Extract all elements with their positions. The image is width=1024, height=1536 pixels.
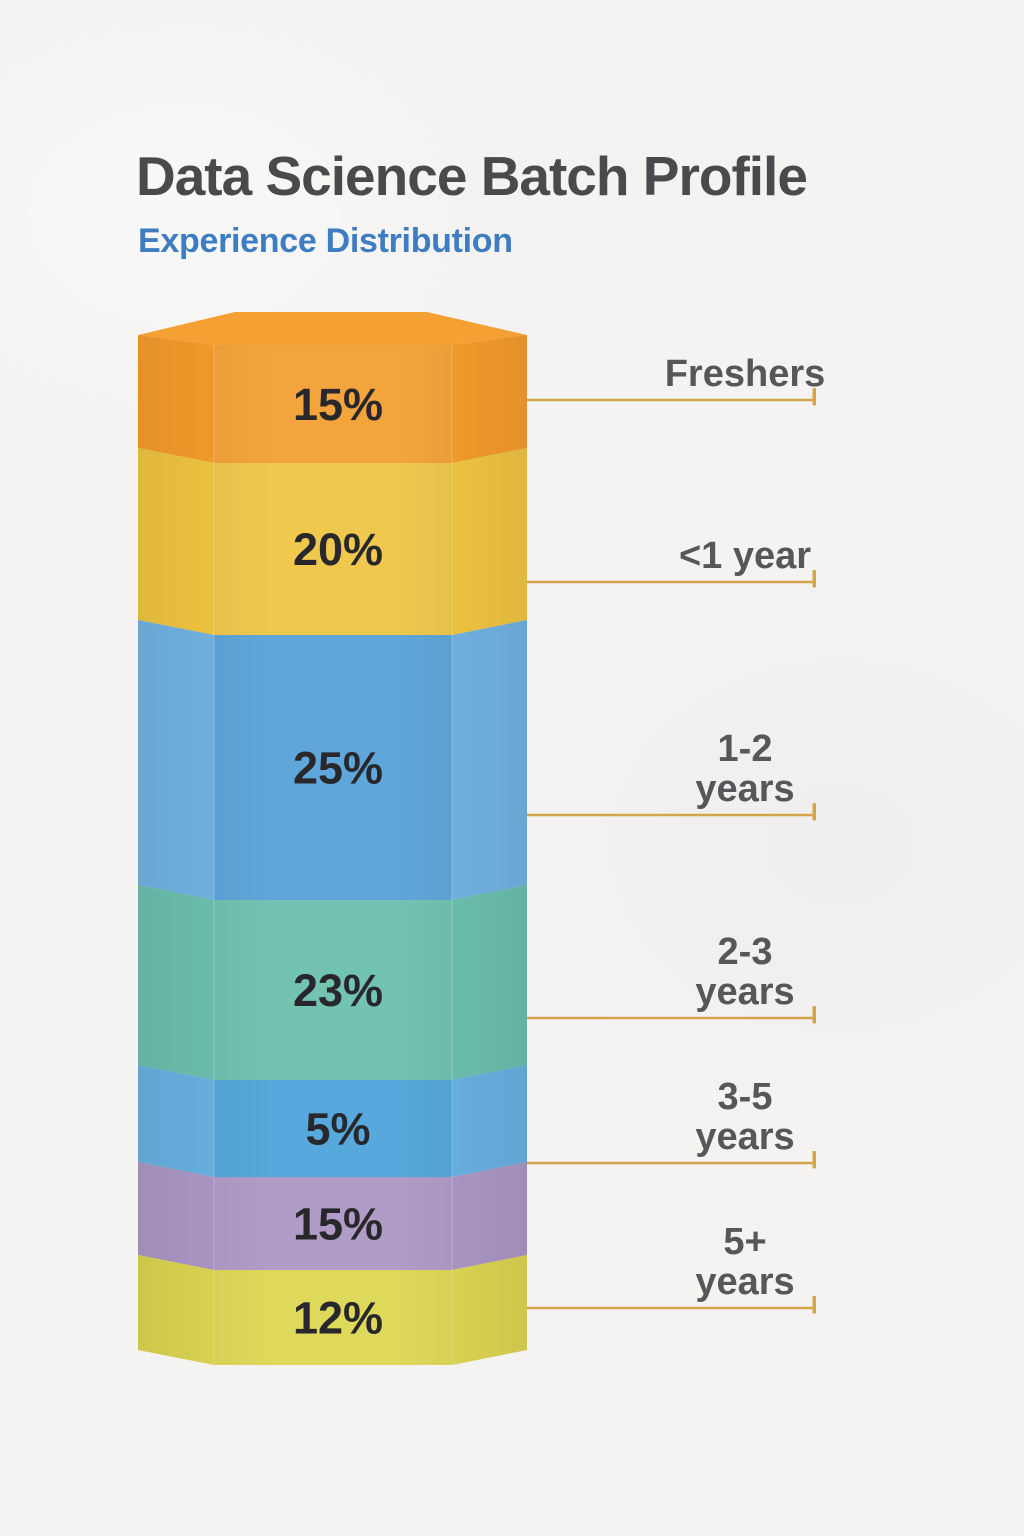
column-top-face (138, 312, 527, 345)
callout-label-5: 5+ years (695, 1221, 794, 1303)
callout-label-2: 1-2 years (695, 728, 794, 810)
callout-tick-4 (812, 1151, 816, 1169)
callout-label-1: <1 year (679, 535, 811, 577)
right-shading-overlay (452, 335, 527, 1365)
callout-label-3: 2-3 years (695, 931, 794, 1013)
callout-label-4: 3-5 years (695, 1076, 794, 1158)
callout-tick-2 (812, 803, 816, 821)
page-subtitle: Experience Distribution (138, 222, 513, 260)
left-shading-overlay (138, 335, 214, 1365)
callout-tick-0 (812, 388, 816, 406)
front-shading-overlay (214, 345, 452, 1365)
callout-tick-3 (812, 1006, 816, 1024)
callout-tick-5 (812, 1296, 816, 1314)
callout-tick-1 (812, 570, 816, 588)
callout-label-0: Freshers (665, 353, 826, 395)
page-title: Data Science Batch Profile (136, 145, 808, 207)
